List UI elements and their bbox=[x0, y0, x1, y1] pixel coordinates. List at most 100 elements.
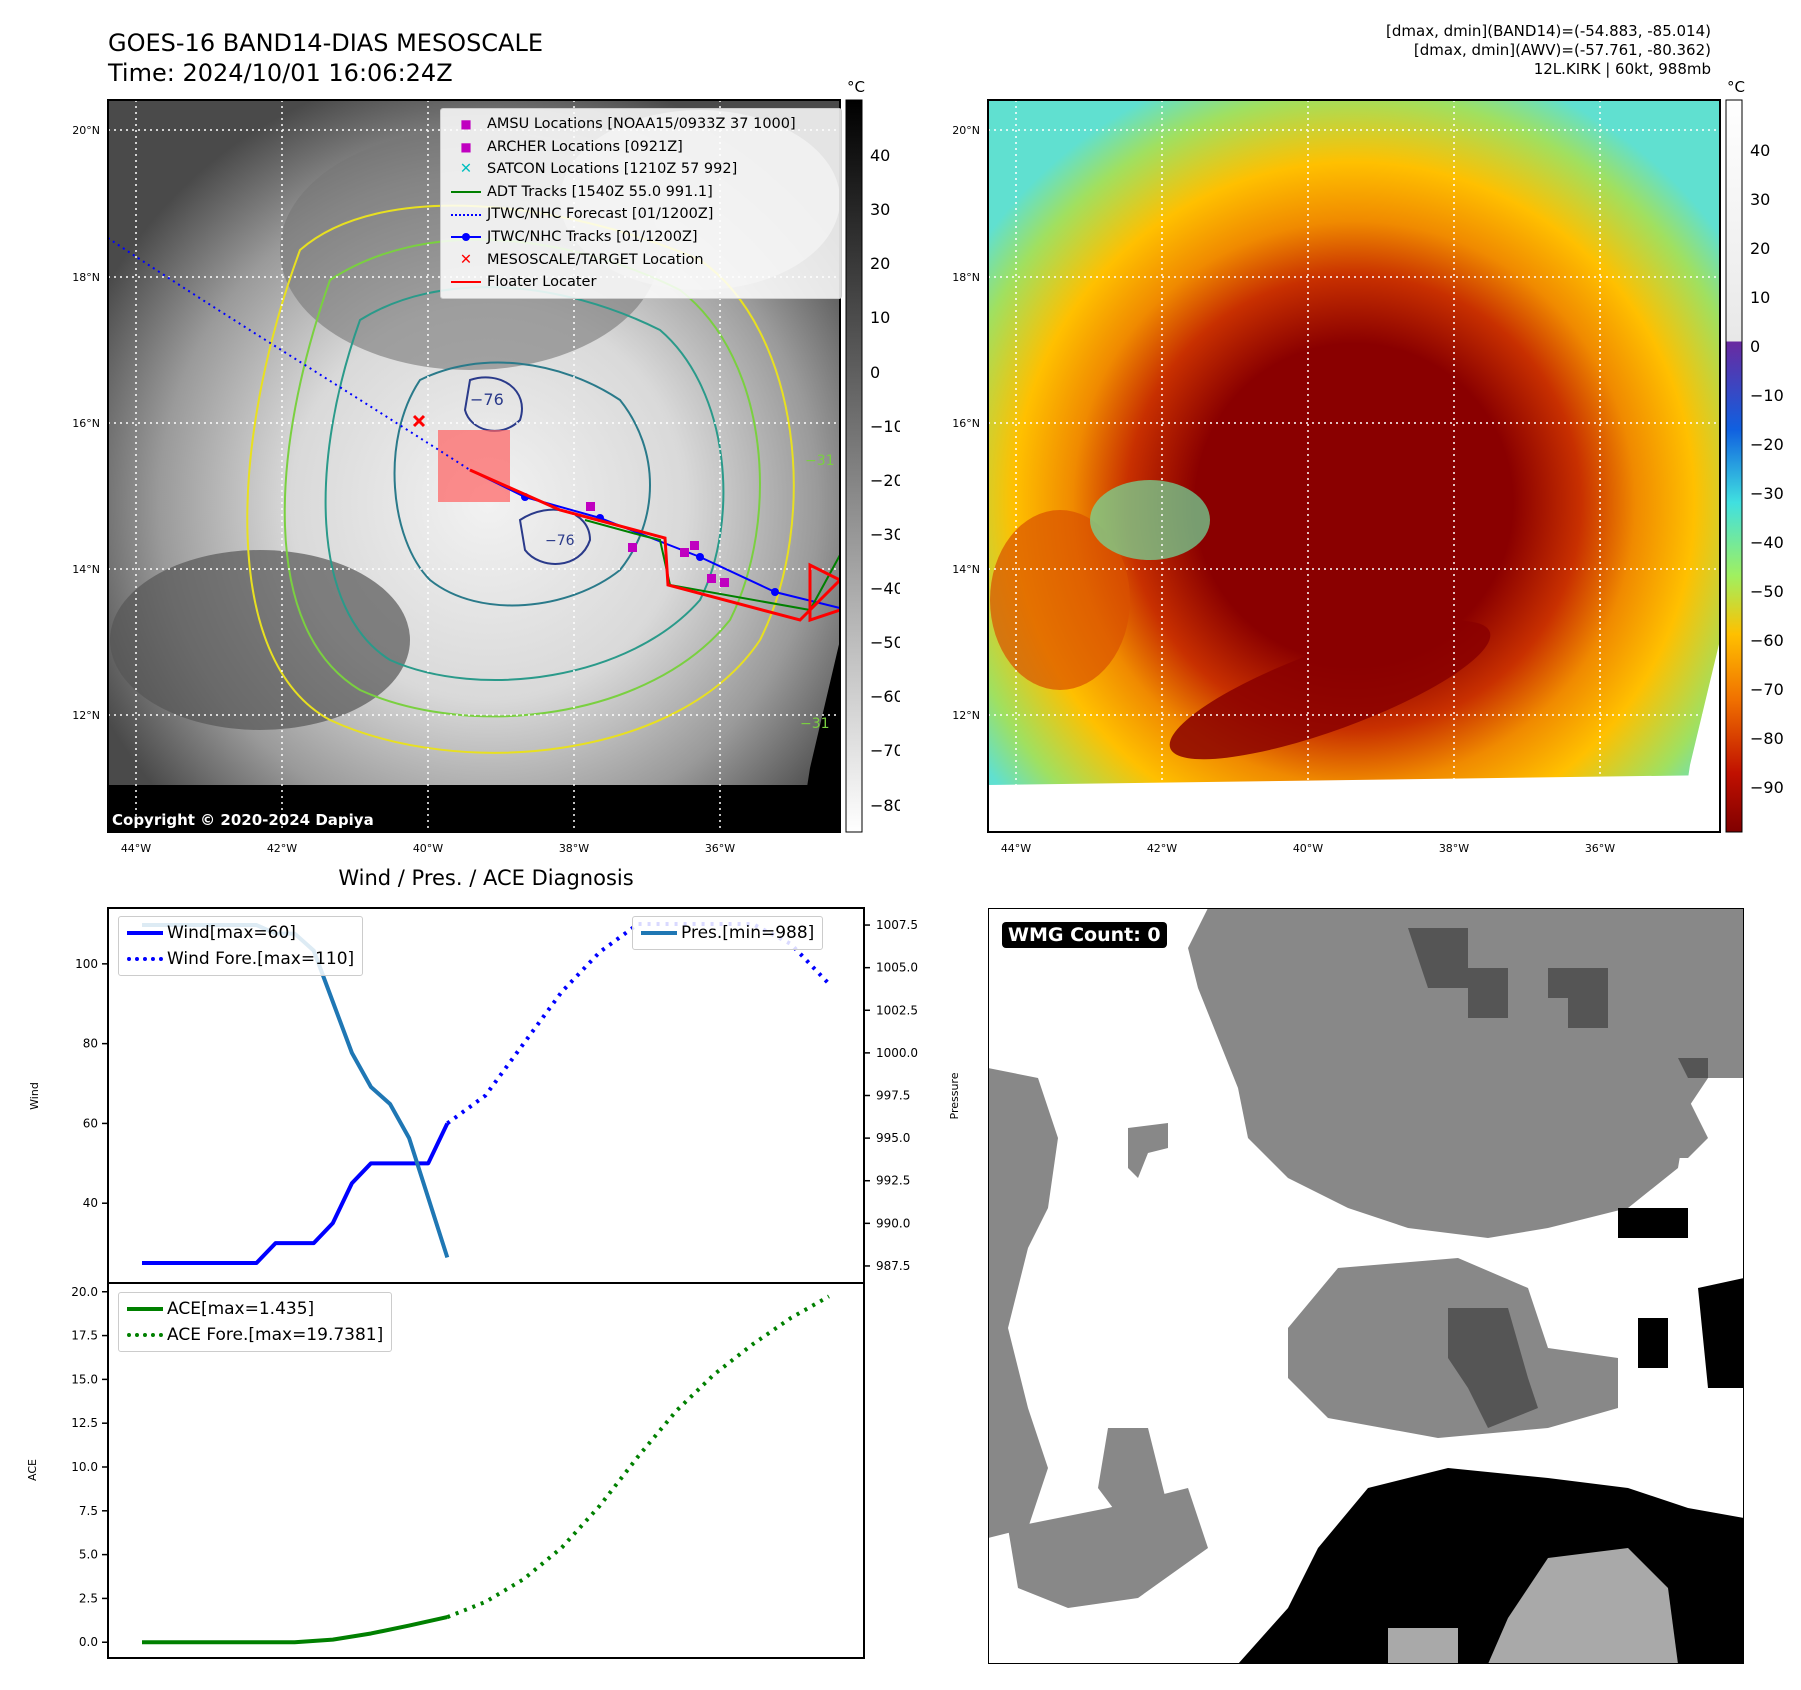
legend-entry: ACE Fore.[max=19.7381] bbox=[123, 1322, 383, 1348]
colorbar-tick: −50 bbox=[1750, 582, 1784, 601]
diagnosis-chart: Wind Pressure ACE 40 60 80 100 987.5 990.0 99… bbox=[26, 907, 960, 1659]
map-frame bbox=[987, 99, 1721, 833]
pressure-axis-tick-label: 997.5 bbox=[876, 1089, 910, 1103]
lat-label: 16°N bbox=[72, 417, 100, 430]
ace-axis-tick-label: 10.0 bbox=[71, 1460, 98, 1474]
mesoscale-target-marker bbox=[412, 414, 426, 428]
awv-map-panel: 20°N 18°N 16°N 14°N 12°N 44°W 42°W 40°W … bbox=[952, 78, 1784, 855]
lon-label: 38°W bbox=[559, 842, 589, 855]
wind-axis-tick-label: 60 bbox=[83, 1116, 98, 1130]
wind-axis-tick-label: 80 bbox=[83, 1037, 98, 1051]
colorbar-tick: −40 bbox=[1750, 533, 1784, 552]
pressure-axis-tick-label: 1000.0 bbox=[876, 1046, 918, 1060]
lon-label: 44°W bbox=[1001, 842, 1031, 855]
colorbar-tick: −70 bbox=[1750, 680, 1784, 699]
square-icon: ■ bbox=[460, 117, 472, 131]
lat-label: 16°N bbox=[952, 417, 980, 430]
colorbar-tick: 40 bbox=[870, 146, 890, 165]
pressure-axis-tick-label: 1005.0 bbox=[876, 961, 918, 975]
ace-axis-tick-label: 12.5 bbox=[71, 1416, 98, 1430]
lat-label: 18°N bbox=[72, 271, 100, 284]
map-frame bbox=[107, 99, 841, 833]
info-storm: 12L.KIRK | 60kt, 988mb bbox=[1533, 60, 1711, 78]
wind-ylabel: Wind bbox=[28, 1082, 41, 1110]
wmg-panel bbox=[988, 908, 1744, 1664]
ace-axes-frame bbox=[107, 1282, 865, 1659]
ace-axis-tick-label: 17.5 bbox=[71, 1329, 98, 1343]
line-icon bbox=[123, 1307, 167, 1311]
info-block: [dmax, dmin](BAND14)=(-54.883, -85.014) … bbox=[1386, 22, 1711, 79]
lat-label: 18°N bbox=[952, 271, 980, 284]
wind-line bbox=[142, 1122, 450, 1266]
lat-label: 20°N bbox=[952, 124, 980, 137]
legend-entry: ✕ MESOSCALE/TARGET Location bbox=[445, 249, 837, 272]
legend-entry: ■ ARCHER Locations [0921Z] bbox=[445, 136, 837, 159]
lat-label: 12°N bbox=[72, 709, 100, 722]
legend-entry: Wind Fore.[max=110] bbox=[123, 946, 354, 972]
legend-entry: ACE[max=1.435] bbox=[123, 1296, 383, 1322]
line-icon bbox=[123, 931, 167, 935]
info-band14: [dmax, dmin](BAND14)=(-54.883, -85.014) bbox=[1386, 22, 1711, 40]
colorbar-tick: 0 bbox=[1750, 337, 1760, 356]
legend-label: Floater Locater bbox=[487, 274, 597, 291]
contour-label: −76 bbox=[470, 390, 504, 409]
colorbar-tick: −50 bbox=[870, 633, 900, 652]
colorbar-tick: −20 bbox=[870, 471, 900, 490]
colorbar-tick: 20 bbox=[1750, 239, 1770, 258]
adt-track bbox=[584, 519, 840, 612]
colorbar-tick: 30 bbox=[1750, 190, 1770, 209]
ace-legend: ACE[max=1.435] ACE Fore.[max=19.7381] bbox=[118, 1292, 393, 1352]
colorbar-tick: −10 bbox=[1750, 386, 1784, 405]
pressure-axis-tick-label: 990.0 bbox=[876, 1216, 910, 1230]
colorbar-tick: −20 bbox=[1750, 435, 1784, 454]
pressure-axis-tick-label: 995.0 bbox=[876, 1131, 910, 1145]
diagnosis-title: Wind / Pres. / ACE Diagnosis bbox=[338, 866, 634, 890]
info-awv: [dmax, dmin](AWV)=(-57.761, -80.362) bbox=[1413, 41, 1711, 59]
legend-label: ACE Fore.[max=19.7381] bbox=[167, 1325, 384, 1345]
square-icon: ■ bbox=[460, 139, 472, 154]
dotted-line-icon bbox=[123, 1333, 167, 1337]
colorbar-tick: −30 bbox=[1750, 484, 1784, 503]
colorbar-tick: 40 bbox=[1750, 141, 1770, 160]
legend-label: ACE[max=1.435] bbox=[167, 1299, 315, 1319]
pressure-axis-tick-label: 987.5 bbox=[876, 1259, 910, 1273]
map-gridlines bbox=[988, 100, 1720, 832]
lon-label: 44°W bbox=[121, 842, 151, 855]
legend-entry: JTWC/NHC Tracks [01/1200Z] bbox=[445, 226, 837, 249]
no-data-region bbox=[988, 775, 1720, 832]
wmg-count-badge: WMG Count: 0 bbox=[1002, 922, 1167, 948]
colorbar-tick: −30 bbox=[870, 525, 900, 544]
colorbar-awv bbox=[1725, 99, 1743, 833]
lon-label: 42°W bbox=[267, 842, 297, 855]
lon-label: 38°W bbox=[1439, 842, 1469, 855]
contour-label: −76 bbox=[545, 533, 575, 549]
legend-label: Wind[max=60] bbox=[167, 923, 296, 943]
ace-axis-tick-label: 0.0 bbox=[79, 1635, 98, 1649]
ace-ylabel: ACE bbox=[26, 1459, 39, 1481]
legend-entry: Floater Locater bbox=[445, 271, 837, 294]
colorbar-unit: °C bbox=[847, 78, 865, 96]
wind-axis-tick-label: 40 bbox=[83, 1196, 98, 1210]
lon-label: 40°W bbox=[413, 842, 443, 855]
ace-forecast-line bbox=[446, 1294, 830, 1619]
colorbar-tick: −40 bbox=[870, 579, 900, 598]
colorbar-gray bbox=[845, 99, 863, 833]
amsu-archer-markers bbox=[586, 502, 729, 587]
colorbar-tick: −80 bbox=[1750, 729, 1784, 748]
ace-line bbox=[142, 1615, 448, 1645]
legend-label: Wind Fore.[max=110] bbox=[167, 949, 355, 969]
colorbar-tick: −60 bbox=[870, 687, 900, 706]
colorbar-tick: 10 bbox=[1750, 288, 1770, 307]
dotted-line-icon bbox=[123, 957, 167, 961]
contour-label: −31 bbox=[805, 453, 835, 469]
lat-label: 20°N bbox=[72, 124, 100, 137]
colorbar-tick: −60 bbox=[1750, 631, 1784, 650]
lat-label: 14°N bbox=[952, 563, 980, 576]
x-icon: ✕ bbox=[459, 251, 473, 268]
pressure-ylabel: Pressure bbox=[948, 1072, 960, 1119]
figure-time: Time: 2024/10/01 16:06:24Z bbox=[108, 59, 453, 87]
legend-label: SATCON Locations [1210Z 57 992] bbox=[487, 161, 738, 178]
ace-axis-tick-label: 2.5 bbox=[79, 1591, 98, 1605]
legend-label: Pres.[min=988] bbox=[681, 923, 815, 943]
pressure-axis-tick-label: 1007.5 bbox=[876, 918, 918, 932]
